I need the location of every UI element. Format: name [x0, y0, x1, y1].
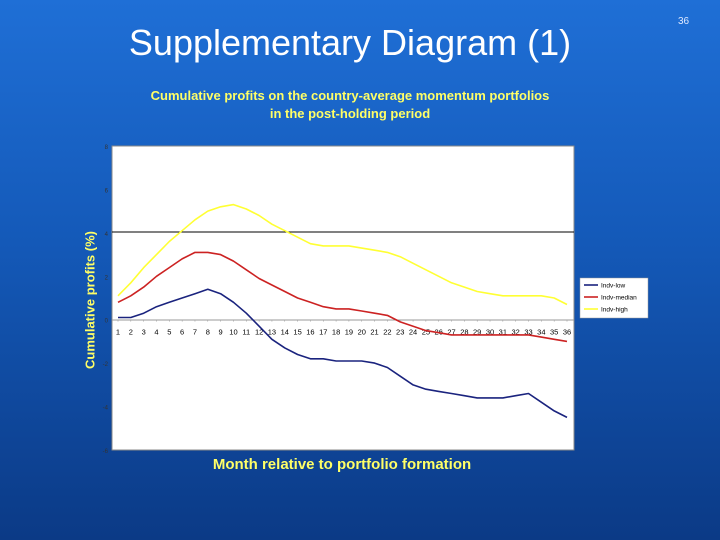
y-tick-label: -4 [103, 406, 109, 412]
x-tick-label: 23 [396, 328, 404, 337]
y-tick-label: 4 [105, 232, 109, 238]
legend-entry: Indv-median [601, 295, 637, 302]
series-line-indv-median [117, 251, 568, 343]
plot-area [111, 145, 575, 451]
x-tick-label: 5 [167, 328, 171, 337]
x-tick-labels: 1 2 3 4 5 6 7 8 9 10 11 12 13 14 15 16 17 18 19 20 21 22 23 24 2… [116, 319, 571, 337]
x-tick-label: 3 [142, 328, 146, 337]
y-tick-labels: -6 -4 -2 0 2 4 6 8 [103, 145, 109, 455]
y-tick-label: -2 [103, 362, 109, 368]
x-tick-label: 4 [154, 328, 158, 337]
x-tick-label: 9 [219, 328, 223, 337]
x-tick-label: 34 [537, 328, 545, 337]
x-tick-label: 22 [383, 328, 391, 337]
x-tick-label: 33 [524, 328, 532, 337]
x-tick-label: 8 [206, 328, 210, 337]
x-axis-label: Month relative to portfolio formation [212, 456, 472, 473]
x-tick-label: 15 [293, 328, 301, 337]
legend: Indv-low Indv-median Indv-high [579, 277, 649, 319]
x-tick-label: 25 [422, 328, 430, 337]
x-tick-label: 35 [550, 328, 558, 337]
x-tick-label: 6 [180, 328, 184, 337]
x-tick-label: 20 [358, 328, 366, 337]
x-tick-label: 19 [345, 328, 353, 337]
legend-entry: Indv-high [601, 307, 628, 314]
x-tick-label: 17 [319, 328, 327, 337]
x-tick-label: 14 [281, 328, 289, 337]
series-line-indv-high [117, 203, 568, 306]
legend-entry: Indv-low [601, 283, 626, 290]
chart-title: Cumulative profits on the country-averag… [150, 88, 550, 103]
y-tick-label: 6 [105, 188, 109, 194]
y-tick-label: 2 [105, 275, 109, 281]
x-tick-label: 16 [306, 328, 314, 337]
x-tick-label: 36 [563, 328, 571, 337]
x-tick-label: 2 [129, 328, 133, 337]
x-tick-label: 31 [499, 328, 507, 337]
x-tick-label: 21 [370, 328, 378, 337]
y-tick-label: 8 [105, 145, 109, 151]
x-tick-label: 7 [193, 328, 197, 337]
x-tick-label: 12 [255, 328, 263, 337]
x-tick-label: 1 [116, 328, 120, 337]
slide-title: Supplementary Diagram (1) [128, 22, 572, 63]
x-tick-label: 27 [447, 328, 455, 337]
series-line-indv-low [118, 288, 568, 419]
x-tick-label: 13 [268, 328, 276, 337]
y-tick-label: -6 [103, 449, 109, 455]
slide-number: 36 [678, 16, 690, 27]
x-tick-label: 10 [229, 328, 237, 337]
chart-subtitle: in the post-holding period [269, 106, 431, 121]
series-lines [117, 203, 568, 419]
x-tick-label: 18 [332, 328, 340, 337]
x-tick-label: 29 [473, 328, 481, 337]
x-tick-label: 24 [409, 328, 417, 337]
x-tick-label: 28 [460, 328, 468, 337]
x-tick-label: 11 [242, 328, 250, 337]
y-tick-label: 0 [105, 319, 109, 325]
x-tick-label: 32 [512, 328, 520, 337]
x-tick-label: 30 [486, 328, 494, 337]
